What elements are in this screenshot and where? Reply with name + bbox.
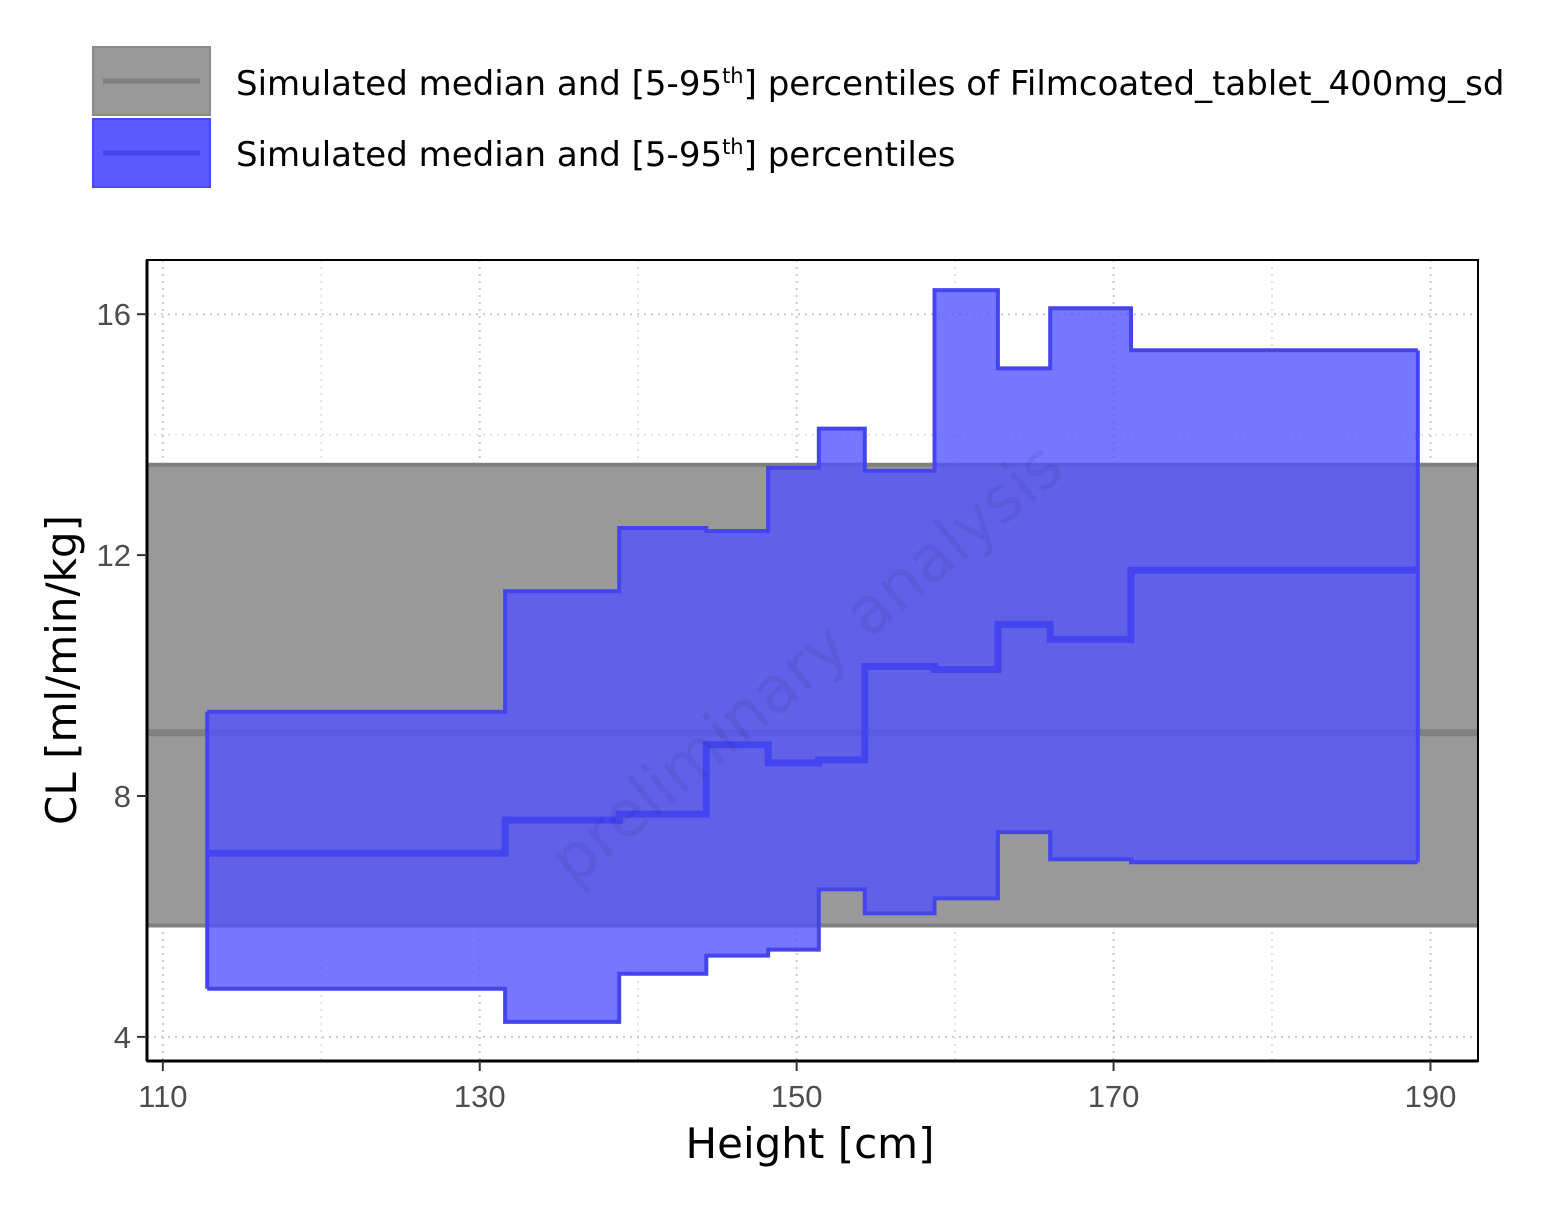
legend-item-reference: Simulated median and [5-95th] percentile… xyxy=(92,46,1504,116)
x-tick-label: 110 xyxy=(138,1079,187,1114)
y-tick-label: 4 xyxy=(114,1020,131,1055)
x-axis-title: Height [cm] xyxy=(686,1119,935,1168)
simulated-p5-line xyxy=(207,830,1418,1024)
simulated-median-line xyxy=(207,566,1418,857)
y-axis-title: CL [ml/min/kg] xyxy=(37,515,86,825)
x-tick-label: 190 xyxy=(1405,1079,1457,1114)
simulated-band xyxy=(207,290,1418,1022)
x-tick-label: 130 xyxy=(454,1079,506,1114)
y-tick-label: 16 xyxy=(97,297,131,332)
x-tick-label: 150 xyxy=(771,1079,823,1114)
y-tick-label: 8 xyxy=(114,779,131,814)
axis-ticks: 110 130 150 170 190 4 8 12 16 xyxy=(97,297,1457,1114)
plot-area: preliminary analysis 110 130 150 170 1904812… xyxy=(97,259,1479,1114)
y-tick-label: 12 xyxy=(97,538,131,573)
legend-label-reference: Simulated median and [5-95th] percentile… xyxy=(236,64,1504,104)
data-marks xyxy=(147,288,1478,1024)
x-tick-label: 170 xyxy=(1088,1079,1140,1114)
legend-label-simulated: Simulated median and [5-95th] percentile… xyxy=(236,135,955,175)
legend: Simulated median and [5-95th] percentile… xyxy=(92,46,1504,188)
simulated-p95-line xyxy=(207,288,1418,714)
legend-item-simulated: Simulated median and [5-95th] percentile… xyxy=(92,118,955,188)
